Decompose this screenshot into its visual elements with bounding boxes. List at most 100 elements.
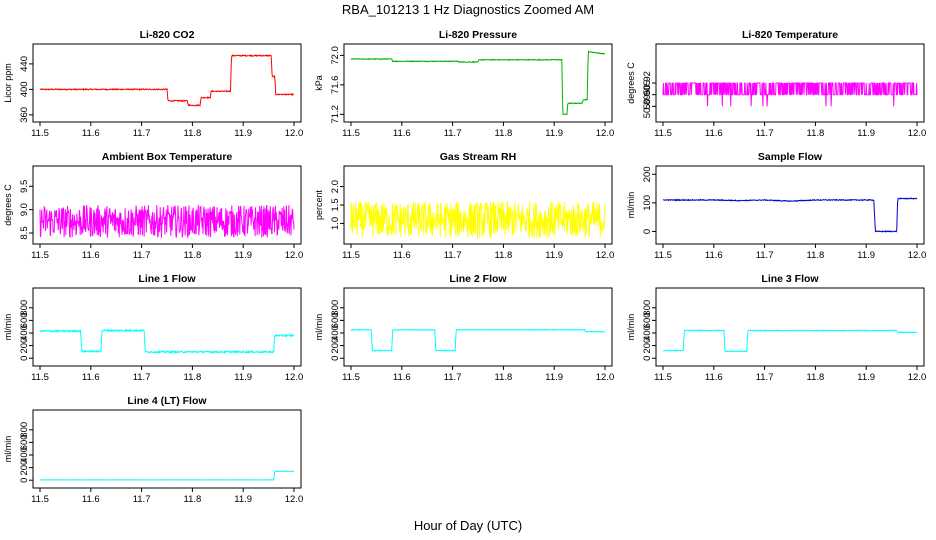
x-tick-label: 11.7 xyxy=(756,250,774,261)
y-tick-label: 50.92 xyxy=(642,71,653,95)
y-tick-label: 800 xyxy=(642,300,653,316)
y-tick-label: 0 xyxy=(642,356,653,361)
y-tick-label: 0 xyxy=(330,356,341,361)
x-tick-label: 11.8 xyxy=(495,372,513,383)
x-tick-label: 11.9 xyxy=(545,128,563,139)
series-line-0 xyxy=(662,197,918,233)
x-tick-label: 11.5 xyxy=(654,372,672,383)
y-axis-label: ml/min xyxy=(3,314,13,341)
y-tick-label: 440 xyxy=(19,56,30,72)
x-tick-label: 11.6 xyxy=(705,250,723,261)
y-tick-label: 9.5 xyxy=(19,180,30,193)
x-tick-label: 11.6 xyxy=(82,250,100,261)
y-tick-label: 400 xyxy=(19,447,30,463)
panel-6: Line 1 Flow 11.5 11.6 11.7 11.8 11.9 12.0 0 2004… xyxy=(3,273,303,383)
plot-frame xyxy=(343,287,613,367)
panel-title: Li-820 CO2 xyxy=(140,29,195,41)
x-tick-label: 11.8 xyxy=(184,494,202,505)
x-tick-label: 11.6 xyxy=(393,372,411,383)
x-tick-label: 12.0 xyxy=(285,250,304,261)
panel-3: Ambient Box Temperature 11.5 11.6 11.7 11.8 1… xyxy=(3,151,303,261)
panel-title: Line 1 Flow xyxy=(138,273,196,285)
x-tick-label: 11.8 xyxy=(495,250,513,261)
series-line-0 xyxy=(40,470,294,481)
x-tick-label: 11.5 xyxy=(31,372,49,383)
plot-frame xyxy=(32,43,302,123)
x-tick-label: 11.8 xyxy=(807,128,825,139)
x-tick-label: 11.5 xyxy=(342,250,360,261)
x-tick-label: 12.0 xyxy=(596,250,615,261)
x-tick-label: 11.9 xyxy=(857,250,875,261)
y-tick-label: 1.0 xyxy=(330,217,341,230)
series-line-0 xyxy=(662,329,918,353)
panel-1: Li-820 Pressure 11.5 11.6 11.7 11.8 11.9 12.0 7… xyxy=(314,29,614,139)
plot-frame xyxy=(343,43,613,123)
x-tick-label: 11.6 xyxy=(393,250,411,261)
x-tick-label: 11.9 xyxy=(234,128,252,139)
y-tick-label: 100 xyxy=(642,195,653,211)
panel-5: Sample Flow 11.5 11.6 11.7 11.8 11.9 12.0 0 100 2… xyxy=(626,151,926,261)
series-line-0 xyxy=(662,82,918,107)
y-axis-label: ml/min xyxy=(3,436,13,463)
x-tick-label: 11.8 xyxy=(184,128,202,139)
y-tick-label: 50.905 xyxy=(642,80,653,109)
panel-title: Line 3 Flow xyxy=(761,273,819,285)
y-tick-label: 200 xyxy=(19,460,30,476)
x-tick-label: 11.6 xyxy=(82,494,100,505)
y-axis-label: Licor ppm xyxy=(3,63,13,103)
panel-2: Li-820 Temperature 11.5 11.6 11.7 11.8 11.9 12… xyxy=(626,29,926,139)
y-axis-label: ml/min xyxy=(626,314,636,341)
y-tick-label: 200 xyxy=(19,338,30,354)
panel-0: Li-820 CO2 11.5 11.6 11.7 11.8 11.9 12.0 360 400… xyxy=(3,29,303,139)
y-tick-label: 200 xyxy=(642,338,653,354)
x-tick-label: 11.7 xyxy=(756,372,774,383)
y-tick-label: 0 xyxy=(19,356,30,361)
x-tick-label: 11.6 xyxy=(82,128,100,139)
x-tick-label: 11.7 xyxy=(444,372,462,383)
x-axis-caption: Hour of Day (UTC) xyxy=(413,518,523,533)
y-axis-label: degrees C xyxy=(3,184,13,226)
x-tick-label: 12.0 xyxy=(908,128,927,139)
x-tick-label: 11.7 xyxy=(444,250,462,261)
panel-title: Li-820 Temperature xyxy=(742,29,838,41)
series-line-0 xyxy=(350,200,606,239)
x-tick-label: 11.7 xyxy=(133,250,151,261)
x-tick-label: 12.0 xyxy=(285,494,304,505)
y-axis-label: percent xyxy=(314,189,324,220)
x-tick-label: 11.8 xyxy=(184,372,202,383)
panel-8: Line 3 Flow 11.5 11.6 11.7 11.8 11.9 12.0 0 2004… xyxy=(626,273,926,383)
panel-9: Line 4 (LT) Flow 11.5 11.6 11.7 11.8 11.9 12.0… xyxy=(3,395,303,505)
y-tick-label: 800 xyxy=(19,300,30,316)
x-tick-label: 11.5 xyxy=(654,128,672,139)
panel-title: Line 4 (LT) Flow xyxy=(127,395,207,407)
y-tick-label: 800 xyxy=(330,300,341,316)
x-tick-label: 11.9 xyxy=(545,372,563,383)
y-tick-label: 71.6 xyxy=(330,76,341,95)
plot-frame xyxy=(655,287,925,367)
x-tick-label: 11.9 xyxy=(857,372,875,383)
series-line-0 xyxy=(350,50,606,116)
x-tick-label: 11.5 xyxy=(342,128,360,139)
x-tick-label: 11.5 xyxy=(342,372,360,383)
x-tick-label: 12.0 xyxy=(596,128,615,139)
x-tick-label: 11.5 xyxy=(31,250,49,261)
y-tick-label: 360 xyxy=(19,107,30,123)
x-tick-label: 11.6 xyxy=(705,128,723,139)
y-axis-label: degrees C xyxy=(626,62,636,104)
x-tick-label: 11.9 xyxy=(234,494,252,505)
x-tick-label: 12.0 xyxy=(908,250,927,261)
x-tick-label: 12.0 xyxy=(596,372,615,383)
panel-title: Ambient Box Temperature xyxy=(102,151,233,163)
y-tick-label: 2.0 xyxy=(330,180,341,193)
plot-frame xyxy=(32,165,302,245)
x-tick-label: 11.8 xyxy=(807,372,825,383)
x-tick-label: 11.8 xyxy=(495,128,513,139)
x-tick-label: 11.5 xyxy=(31,494,49,505)
y-tick-label: 0 xyxy=(642,229,653,234)
plot-frame xyxy=(32,287,302,367)
x-tick-label: 11.7 xyxy=(133,372,151,383)
y-tick-label: 400 xyxy=(642,325,653,341)
y-tick-label: 600 xyxy=(642,312,653,328)
